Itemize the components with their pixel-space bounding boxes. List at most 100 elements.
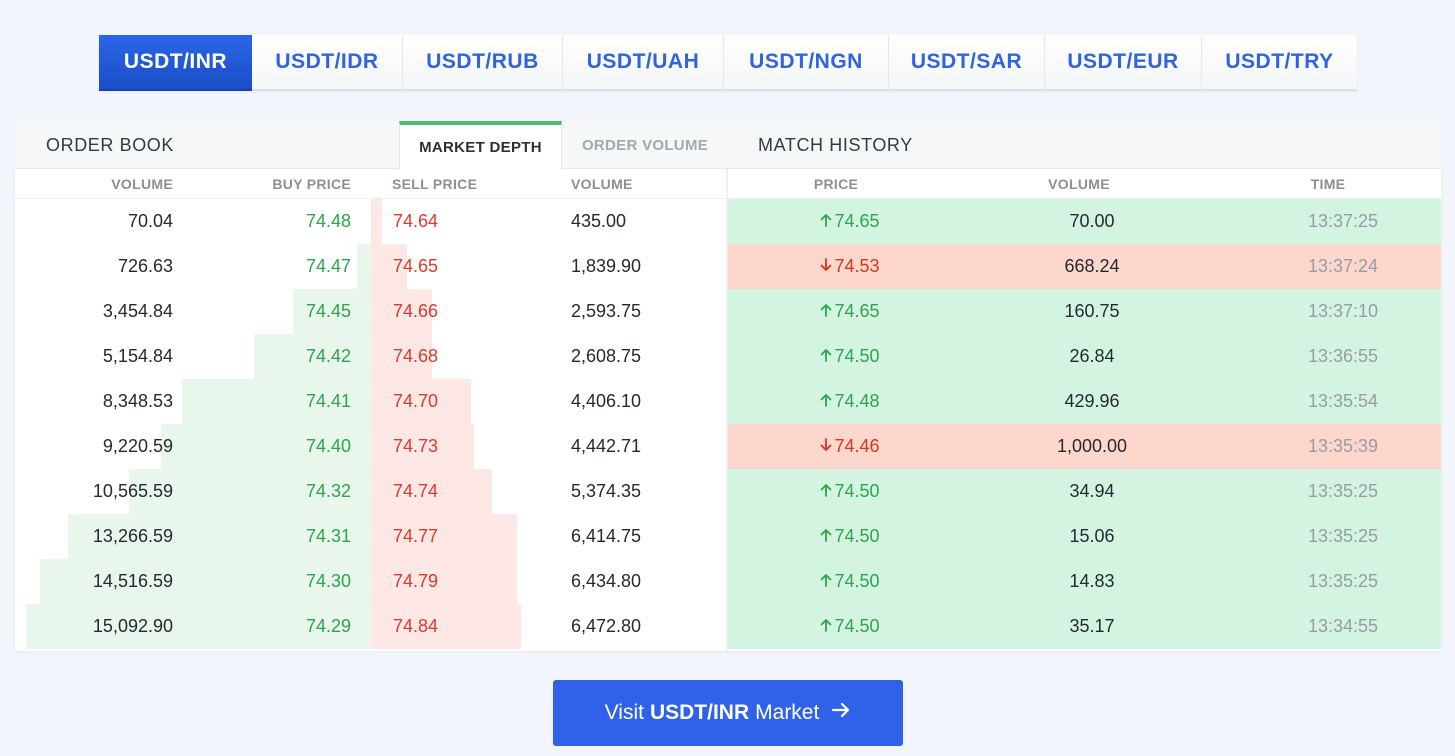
buy-price: 74.42 xyxy=(305,346,351,366)
match-history-row: 74.48 429.96 13:35:54 xyxy=(728,379,1441,424)
sell-depth-bar xyxy=(371,424,474,469)
sell-price: 74.77 xyxy=(393,526,439,546)
trade-price-value: 74.65 xyxy=(834,211,880,231)
arrow-up-icon xyxy=(820,618,832,636)
trade-price: 74.65 xyxy=(768,289,932,334)
trade-price-value: 74.53 xyxy=(834,256,880,276)
sell-volume: 6,434.80 xyxy=(571,571,642,591)
match-history-row: 74.46 1,000.00 13:35:39 xyxy=(728,424,1441,469)
trade-price-value: 74.65 xyxy=(834,301,880,321)
tab-usdt-uah[interactable]: USDT/UAH xyxy=(563,35,724,91)
buy-price: 74.41 xyxy=(305,391,351,411)
buy-depth-bar xyxy=(129,469,371,514)
sell-price: 74.68 xyxy=(393,346,439,366)
arrow-down-icon xyxy=(820,437,832,456)
sell-volume: 4,442.71 xyxy=(571,436,642,456)
trade-time: 13:35:25 xyxy=(1307,526,1379,546)
sell-depth-bar xyxy=(371,604,521,649)
arrow-up-icon xyxy=(820,303,832,321)
trade-price: 74.48 xyxy=(768,379,932,424)
order-book-rows: 70.04 74.48 74.64 435.00 726.63 74.47 74.65 1,8… xyxy=(15,199,727,649)
order-book-row: 726.63 74.47 74.65 1,839.90 xyxy=(15,244,727,289)
buy-depth-bar xyxy=(182,379,371,424)
buy-volume: 726.63 xyxy=(117,256,173,276)
buy-volume: 3,454.84 xyxy=(102,301,173,321)
buy-price: 74.31 xyxy=(305,526,351,546)
sell-depth-bar xyxy=(371,514,517,559)
trade-volume: 668.24 xyxy=(1064,256,1120,276)
visit-market-button[interactable]: Visit USDT/INR Market xyxy=(553,680,903,746)
tab-usdt-try[interactable]: USDT/TRY xyxy=(1202,35,1357,91)
arrow-up-icon xyxy=(820,213,832,231)
sell-price: 74.66 xyxy=(393,301,439,321)
header-divider xyxy=(728,198,1441,199)
buy-depth-bar xyxy=(293,289,371,334)
trade-volume: 35.17 xyxy=(1069,616,1115,636)
sell-volume: 6,414.75 xyxy=(571,526,642,546)
sell-depth-bar xyxy=(371,199,382,244)
trade-volume: 70.00 xyxy=(1069,211,1115,231)
trade-time: 13:35:39 xyxy=(1307,436,1379,456)
sell-volume: 435.00 xyxy=(571,211,627,231)
sell-price: 74.65 xyxy=(393,256,439,276)
arrow-down-icon xyxy=(820,257,832,276)
trade-time: 13:34:55 xyxy=(1307,616,1379,636)
buy-price: 74.47 xyxy=(305,256,351,276)
buy-price: 74.29 xyxy=(305,616,351,636)
tab-usdt-inr[interactable]: USDT/INR xyxy=(99,35,252,91)
tab-usdt-ngn[interactable]: USDT/NGN xyxy=(724,35,889,91)
tab-market-depth[interactable]: MARKET DEPTH xyxy=(399,121,562,170)
trade-price-value: 74.46 xyxy=(834,436,880,456)
match-history-rows: 74.65 70.00 13:37:25 74.53 668.24 13:37:24 74.… xyxy=(728,199,1441,649)
match-history-row: 74.50 15.06 13:35:25 xyxy=(728,514,1441,559)
buy-price: 74.30 xyxy=(305,571,351,591)
trade-price-value: 74.50 xyxy=(834,571,880,591)
tab-usdt-idr[interactable]: USDT/IDR xyxy=(252,35,403,91)
trade-volume: 15.06 xyxy=(1069,526,1115,546)
trade-price: 74.50 xyxy=(768,334,932,379)
header-volume: VOLUME xyxy=(1048,176,1110,192)
trade-time: 13:37:25 xyxy=(1307,211,1379,231)
order-book-row: 14,516.59 74.30 74.79 6,434.80 xyxy=(15,559,727,604)
buy-price: 74.48 xyxy=(305,211,351,231)
buy-volume: 14,516.59 xyxy=(92,571,173,591)
sell-price: 74.79 xyxy=(393,571,439,591)
trade-time: 13:35:25 xyxy=(1307,481,1379,501)
arrow-up-icon xyxy=(820,483,832,501)
order-book-row: 13,266.59 74.31 74.77 6,414.75 xyxy=(15,514,727,559)
order-book-row: 9,220.59 74.40 74.73 4,442.71 xyxy=(15,424,727,469)
sell-volume: 4,406.10 xyxy=(571,391,642,411)
sell-depth-bar xyxy=(371,334,432,379)
trade-time: 13:37:24 xyxy=(1307,256,1379,276)
tab-order-volume[interactable]: ORDER VOLUME xyxy=(581,136,709,154)
trade-time: 13:35:25 xyxy=(1307,571,1379,591)
tab-usdt-eur[interactable]: USDT/EUR xyxy=(1045,35,1202,91)
order-book-title: ORDER BOOK xyxy=(46,134,175,155)
buy-volume: 70.04 xyxy=(127,211,173,231)
buy-depth-bar xyxy=(68,514,371,559)
sell-price: 74.74 xyxy=(393,481,439,501)
sell-volume: 5,374.35 xyxy=(571,481,642,501)
header-buy-volume: VOLUME xyxy=(111,176,173,192)
cta-pair: USDT/INR xyxy=(649,701,750,724)
match-history-row: 74.50 34.94 13:35:25 xyxy=(728,469,1441,514)
match-history-row: 74.53 668.24 13:37:24 xyxy=(728,244,1441,289)
order-book-row: 15,092.90 74.29 74.84 6,472.80 xyxy=(15,604,727,649)
buy-volume: 9,220.59 xyxy=(102,436,173,456)
panel-header xyxy=(15,121,1441,169)
tab-usdt-rub[interactable]: USDT/RUB xyxy=(403,35,563,91)
arrow-up-icon xyxy=(820,573,832,591)
buy-volume: 15,092.90 xyxy=(92,616,173,636)
sell-depth-bar xyxy=(371,379,471,424)
order-book-row: 10,565.59 74.32 74.74 5,374.35 xyxy=(15,469,727,514)
match-history-row: 74.50 26.84 13:36:55 xyxy=(728,334,1441,379)
tab-usdt-sar[interactable]: USDT/SAR xyxy=(889,35,1045,91)
sell-price: 74.73 xyxy=(393,436,439,456)
buy-depth-bar xyxy=(40,559,371,604)
match-history-row: 74.65 70.00 13:37:25 xyxy=(728,199,1441,244)
arrow-up-icon xyxy=(820,348,832,366)
trade-time: 13:36:55 xyxy=(1307,346,1379,366)
buy-depth-bar xyxy=(26,604,371,649)
sell-volume: 6,472.80 xyxy=(571,616,642,636)
sell-volume: 1,839.90 xyxy=(571,256,642,276)
